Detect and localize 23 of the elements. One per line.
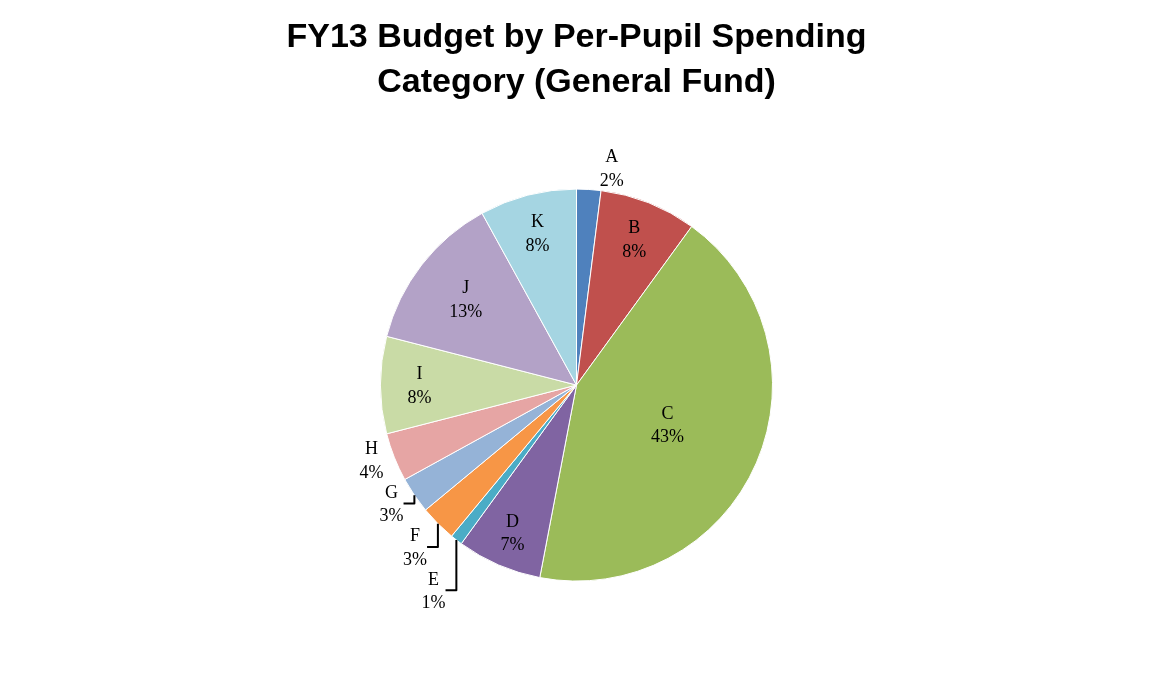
data-label: 8% bbox=[525, 234, 550, 255]
slice-label: E bbox=[428, 568, 440, 589]
chart-title: FY13 Budget by Per-Pupil Spending Category (General Fund) bbox=[286, 16, 867, 99]
data-label: 4% bbox=[359, 461, 384, 482]
data-label: 8% bbox=[622, 240, 647, 261]
slice-label: B bbox=[628, 217, 641, 238]
data-label: 8% bbox=[407, 386, 432, 407]
data-label: 13% bbox=[449, 300, 483, 321]
slice-label: K bbox=[530, 211, 544, 232]
slice-label: C bbox=[661, 402, 674, 423]
data-label: 3% bbox=[379, 505, 404, 526]
slice-label: D bbox=[506, 511, 520, 532]
data-label: 43% bbox=[651, 426, 685, 447]
slice-label: H bbox=[364, 438, 378, 459]
data-label: 1% bbox=[421, 592, 446, 613]
data-label: 2% bbox=[599, 169, 624, 190]
slice-label: J bbox=[462, 277, 470, 298]
slice-label: F bbox=[410, 525, 421, 546]
data-label: 3% bbox=[403, 548, 428, 569]
slice-label: I bbox=[416, 363, 423, 384]
slice-label: A bbox=[605, 146, 619, 167]
data-label: 7% bbox=[500, 534, 525, 555]
slice-label: G bbox=[385, 481, 399, 502]
